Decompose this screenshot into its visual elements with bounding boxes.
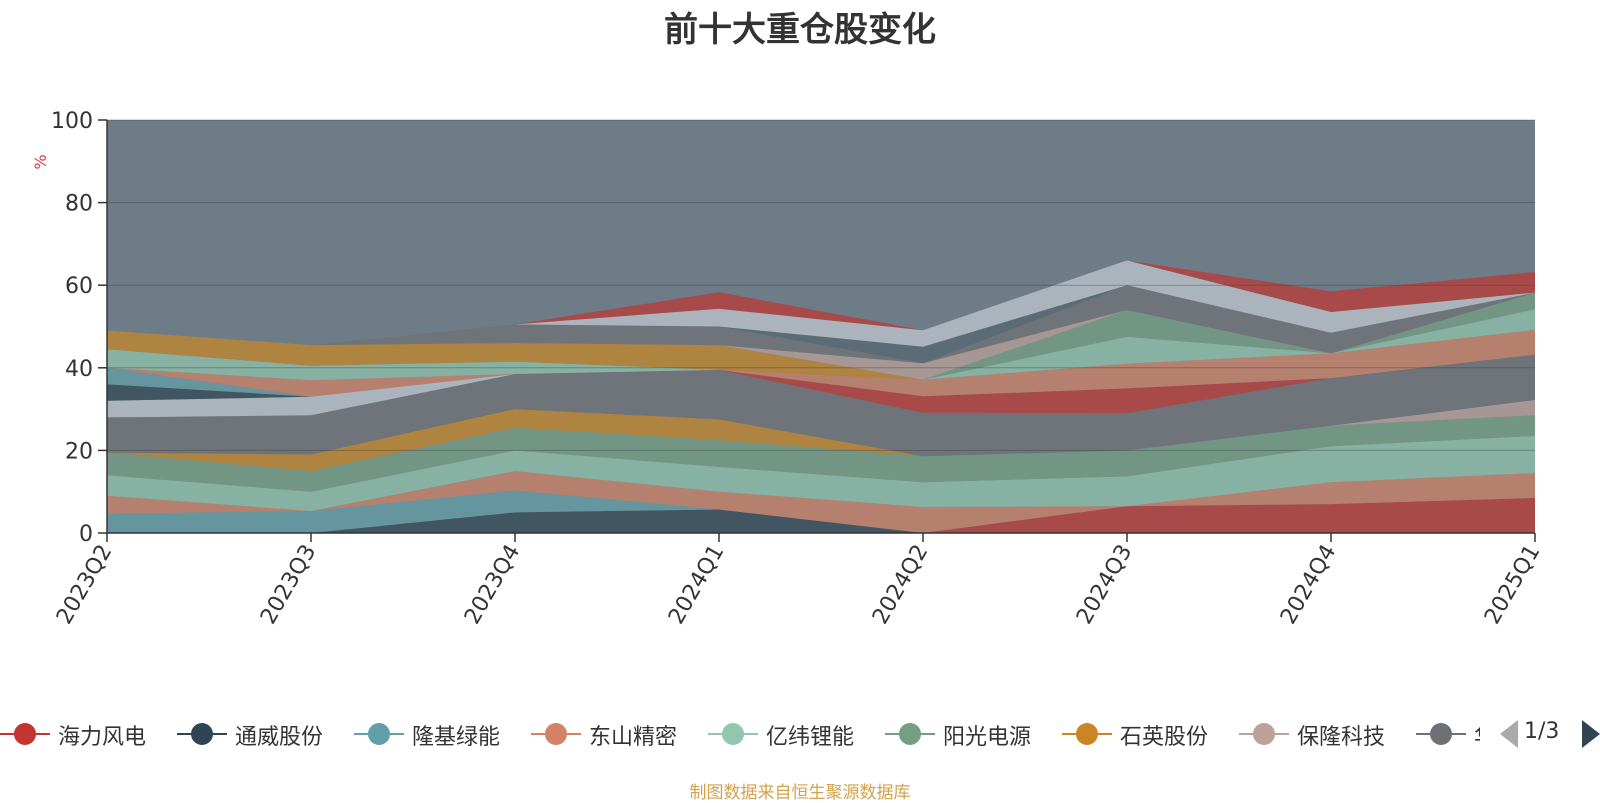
area-series-15 bbox=[107, 329, 1535, 397]
area-series-5 bbox=[107, 435, 1535, 512]
legend-label: 海力风电 bbox=[58, 725, 147, 750]
legend-label: 阳光电源 bbox=[943, 725, 1032, 750]
area-series-1 bbox=[107, 497, 1535, 533]
area-series-6 bbox=[107, 415, 1535, 492]
legend-page-indicator: 1/3 bbox=[1524, 719, 1560, 744]
legend-circle-icon bbox=[191, 723, 213, 745]
area-series-7 bbox=[107, 409, 1535, 472]
y-tick-label-100: 100 bbox=[51, 109, 93, 134]
x-tick-label-2023Q3: 2023Q3 bbox=[256, 541, 321, 629]
y-axis-label: % bbox=[31, 154, 50, 169]
x-tick-label-2023Q4: 2023Q4 bbox=[460, 541, 525, 629]
legend-label: 东山精密 bbox=[589, 725, 678, 750]
source-note: 制图数据来自恒生聚源数据库 bbox=[689, 783, 911, 803]
area-series-3 bbox=[107, 490, 1535, 533]
stacked-area-chart: 0 20 40 60 80 100% 2023Q2 2023Q3 2023Q4 2024Q1 202… bbox=[31, 109, 1545, 629]
y-tick-label-20: 20 bbox=[65, 439, 93, 464]
chart-title: 前十大重仓股变化 bbox=[664, 10, 936, 50]
x-tick-label-2024Q2: 2024Q2 bbox=[868, 541, 933, 629]
legend-label: 亿纬锂能 bbox=[766, 725, 855, 750]
legend-circle-icon bbox=[545, 723, 567, 745]
area-series-11 bbox=[107, 354, 1535, 418]
legend-pager: 1/3 bbox=[1496, 714, 1600, 754]
area-series-13 bbox=[107, 354, 1535, 414]
legend-circle-icon bbox=[1253, 723, 1275, 745]
legend-circle-icon bbox=[368, 723, 390, 745]
area-series-19 bbox=[107, 292, 1535, 380]
area-series-16 bbox=[107, 309, 1535, 381]
legend-label: 华 bbox=[1474, 719, 1480, 751]
y-tick-label-80: 80 bbox=[65, 192, 93, 217]
area-series-18 bbox=[107, 292, 1535, 380]
legend-circle-icon bbox=[899, 723, 921, 745]
x-tick-label-2024Q1: 2024Q1 bbox=[664, 541, 729, 629]
legend-circle-icon bbox=[1430, 723, 1452, 745]
x-tick-label-2025Q1: 2025Q1 bbox=[1480, 541, 1545, 629]
area-series-17 bbox=[107, 292, 1535, 380]
legend-circle-icon bbox=[1076, 723, 1098, 745]
area-series-4 bbox=[107, 471, 1535, 533]
x-tick-label-2024Q4: 2024Q4 bbox=[1276, 541, 1341, 629]
legend-label: 通威股份 bbox=[235, 725, 324, 750]
legend-label: 隆基绿能 bbox=[412, 725, 501, 750]
legend-circle-icon bbox=[14, 723, 36, 745]
x-tick-label-2024Q3: 2024Q3 bbox=[1072, 541, 1137, 629]
y-tick-label-60: 60 bbox=[65, 274, 93, 299]
area-series-9 bbox=[107, 354, 1535, 457]
y-tick-label-40: 40 bbox=[65, 357, 93, 382]
area-series-14 bbox=[107, 354, 1535, 397]
legend-next-page-icon[interactable] bbox=[1582, 720, 1600, 748]
legend-label: 保隆科技 bbox=[1297, 725, 1386, 750]
legend: 海力风电 通威股份 隆基绿能 东山精密 亿纬锂能 阳光电源 石英股份 保隆科技 华 bbox=[0, 714, 1480, 754]
legend-circle-icon bbox=[722, 723, 744, 745]
legend-prev-page-icon[interactable] bbox=[1500, 720, 1518, 748]
area-series-20 bbox=[107, 285, 1535, 364]
y-tick-label-0: 0 bbox=[79, 522, 93, 547]
area-series-22 bbox=[107, 260, 1535, 347]
area-series-2 bbox=[107, 497, 1535, 533]
legend-label: 石英股份 bbox=[1120, 725, 1209, 750]
x-tick-label-2023Q2: 2023Q2 bbox=[52, 541, 117, 629]
